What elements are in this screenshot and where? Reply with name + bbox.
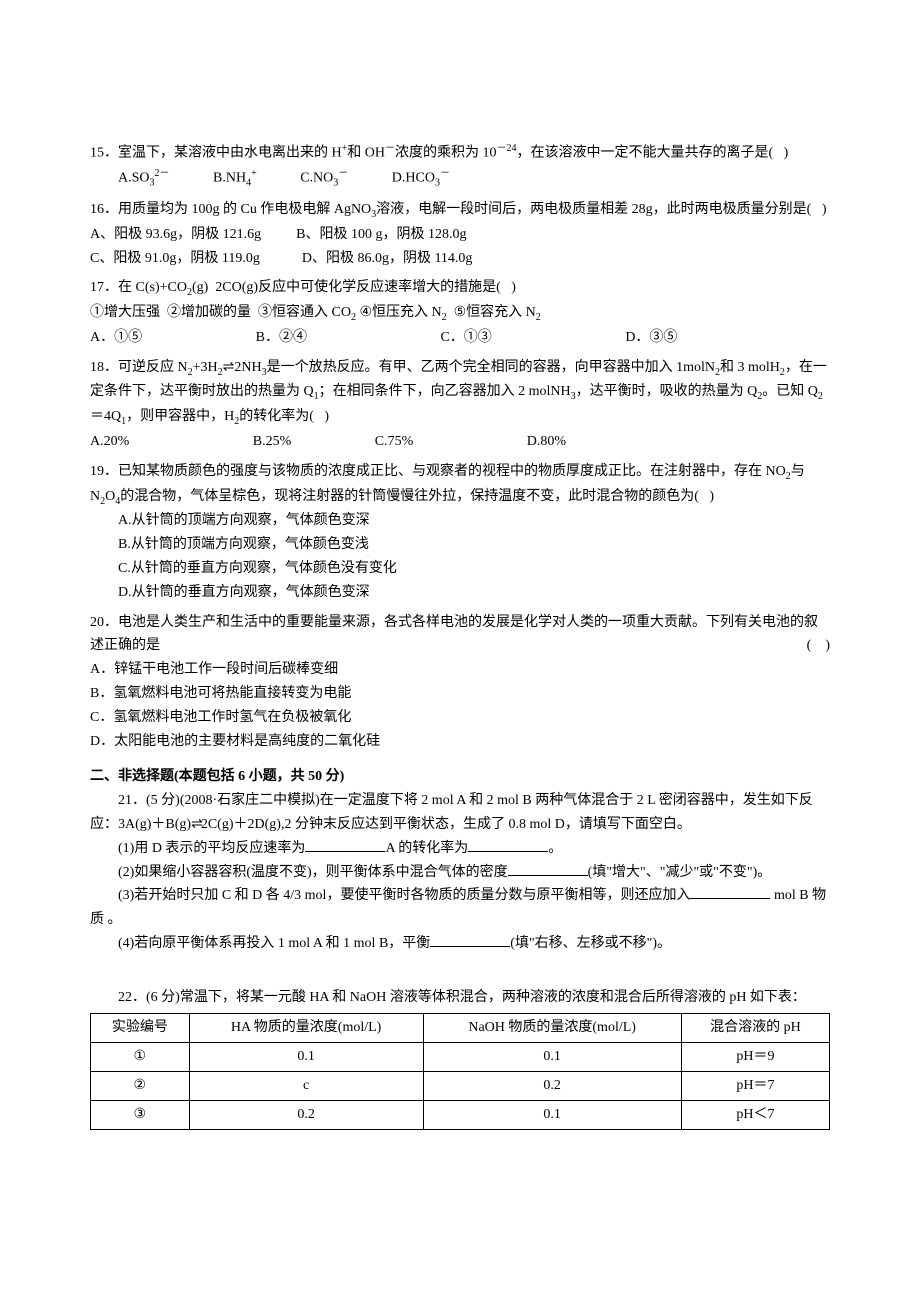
q17-opt-a[interactable]: A．①⑤: [90, 326, 142, 350]
question-20: 20．电池是人类生产和生活中的重要能量来源，各式各样电池的发展是化学对人类的一项…: [90, 611, 830, 754]
table-row: ① 0.1 0.1 pH＝9: [91, 1043, 830, 1072]
table-cell: pH＝7: [681, 1072, 829, 1101]
table-cell: ③: [91, 1100, 190, 1129]
q17-opt-c[interactable]: C．①③: [440, 326, 491, 350]
q15-opt-b[interactable]: B.NH4+: [213, 165, 257, 191]
blank-input[interactable]: [305, 837, 385, 852]
q21-p1-text-b: A 的转化率为: [385, 841, 468, 856]
q22-table: 实验编号 HA 物质的量浓度(mol/L) NaOH 物质的量浓度(mol/L)…: [90, 1013, 830, 1129]
q20-opt-b[interactable]: B．氢氧燃料电池可将热能直接转变为电能: [90, 682, 830, 706]
table-cell: 0.1: [423, 1043, 681, 1072]
q16-opt-a[interactable]: A、阳极 93.6g，阴极 121.6g: [90, 227, 261, 242]
question-22: 22．(6 分)常温下，将某一元酸 HA 和 NaOH 溶液等体积混合，两种溶液…: [90, 986, 830, 1130]
table-cell: pH＝9: [681, 1043, 829, 1072]
q21-part3: (3)若开始时只加 C 和 D 各 4/3 mol，要使平衡时各物质的质量分数与…: [90, 884, 830, 932]
q15-stem: 15．室温下，某溶液中由水电离出来的 H+和 OH－浓度的乘积为 10－24，在…: [90, 140, 830, 165]
section-2-title: 二、非选择题(本题包括 6 小题，共 50 分): [90, 765, 830, 789]
table-cell: 0.1: [189, 1043, 423, 1072]
q15-opt-c[interactable]: C.NO3－: [300, 165, 348, 191]
q17-opt-d[interactable]: D．③⑤: [625, 326, 677, 350]
q21-p1-text-a: (1)用 D 表示的平均反应速率为: [118, 841, 305, 856]
q19-opt-b[interactable]: B.从针筒的顶端方向观察，气体颜色变浅: [118, 533, 830, 557]
col-header: NaOH 物质的量浓度(mol/L): [423, 1014, 681, 1043]
q15-opt-d[interactable]: D.HCO3－: [392, 165, 450, 191]
question-21: 21．(5 分)(2008·石家庄二中模拟)在一定温度下将 2 mol A 和 …: [90, 789, 830, 956]
q19-opt-d[interactable]: D.从针筒的垂直方向观察，气体颜色变深: [118, 581, 830, 605]
question-15: 15．室温下，某溶液中由水电离出来的 H+和 OH－浓度的乘积为 10－24，在…: [90, 140, 830, 192]
q21-p3-text-a: (3)若开始时只加 C 和 D 各 4/3 mol，要使平衡时各物质的质量分数与…: [118, 888, 690, 903]
q21-part2: (2)如果缩小容器容积(温度不变)，则平衡体系中混合气体的密度 (填"增大"、"减…: [90, 861, 830, 885]
q21-p1-text-c: 。: [548, 841, 562, 856]
q17-stem: 17．在 C(s)+CO2(g) 2CO(g)反应中可使化学反应速率增大的措施是…: [90, 276, 830, 301]
q20-opt-c[interactable]: C．氢氧燃料电池工作时氢气在负极被氧化: [90, 706, 830, 730]
table-row: ③ 0.2 0.1 pH＜7: [91, 1100, 830, 1129]
q17-opt-b[interactable]: B．②④: [256, 326, 307, 350]
q18-stem: 18．可逆反应 N2+3H2⇌2NH3是一个放热反应。有甲、乙两个完全相同的容器…: [90, 356, 830, 430]
q20-stem-text: 20．电池是人类生产和生活中的重要能量来源，各式各样电池的发展是化学对人类的一项…: [90, 615, 818, 654]
table-header-row: 实验编号 HA 物质的量浓度(mol/L) NaOH 物质的量浓度(mol/L)…: [91, 1014, 830, 1043]
q21-part4: (4)若向原平衡体系再投入 1 mol A 和 1 mol B，平衡 (填"右移、…: [90, 932, 830, 956]
q16-opt-b[interactable]: B、阳极 100 g，阴极 128.0g: [296, 227, 466, 242]
blank-input[interactable]: [430, 932, 510, 947]
blank-input[interactable]: [468, 837, 548, 852]
q20-opt-d[interactable]: D．太阳能电池的主要材料是高纯度的二氧化硅: [90, 730, 830, 754]
equilibrium-arrow-icon: ⇌: [191, 817, 201, 832]
table-cell: 0.1: [423, 1100, 681, 1129]
q21-part1: (1)用 D 表示的平均反应速率为 A 的转化率为 。: [90, 837, 830, 861]
table-cell: 0.2: [423, 1072, 681, 1101]
blank-input[interactable]: [508, 861, 588, 876]
q18-opt-a[interactable]: A.20%: [90, 430, 129, 454]
table-cell: pH＜7: [681, 1100, 829, 1129]
table-cell: 0.2: [189, 1100, 423, 1129]
question-16: 16．用质量均为 100g 的 Cu 作电极电解 AgNO3溶液，电解一段时间后…: [90, 198, 830, 270]
q21-p4-text-a: (4)若向原平衡体系再投入 1 mol A 和 1 mol B，平衡: [118, 936, 430, 951]
q21-stem: 21．(5 分)(2008·石家庄二中模拟)在一定温度下将 2 mol A 和 …: [90, 789, 830, 837]
q21-p2-text-b: (填"增大"、"减少"或"不变")。: [588, 865, 772, 880]
q15-options: A.SO32－ B.NH4+ C.NO3－ D.HCO3－: [118, 165, 830, 191]
q16-options: A、阳极 93.6g，阴极 121.6g B、阳极 100 g，阴极 128.0…: [90, 223, 830, 271]
col-header: 实验编号: [91, 1014, 190, 1043]
question-17: 17．在 C(s)+CO2(g) 2CO(g)反应中可使化学反应速率增大的措施是…: [90, 276, 830, 349]
q21-stem-b: 2C(g)＋2D(g),2 分钟末反应达到平衡状态，生成了 0.8 mol D，…: [201, 817, 691, 832]
col-header: HA 物质的量浓度(mol/L): [189, 1014, 423, 1043]
q17-options: A．①⑤ B．②④ C．①③ D．③⑤: [90, 326, 830, 350]
table-cell: ②: [91, 1072, 190, 1101]
question-19: 19．已知某物质颜色的强度与该物质的浓度成正比、与观察者的视程中的物质厚度成正比…: [90, 460, 830, 605]
q17-conditions: ①增大压强 ②增加碳的量 ③恒容通入 CO2 ④恒压充入 N2 ⑤恒容充入 N2: [90, 301, 830, 326]
q18-options: A.20% B.25% C.75% D.80%: [90, 430, 830, 454]
q16-opt-d[interactable]: D、阳极 86.0g，阴极 114.0g: [302, 251, 473, 266]
table-cell: ①: [91, 1043, 190, 1072]
q18-opt-c[interactable]: C.75%: [375, 430, 414, 454]
q22-stem: 22．(6 分)常温下，将某一元酸 HA 和 NaOH 溶液等体积混合，两种溶液…: [90, 986, 830, 1010]
q19-opt-a[interactable]: A.从针筒的顶端方向观察，气体颜色变深: [118, 509, 830, 533]
q20-stem: 20．电池是人类生产和生活中的重要能量来源，各式各样电池的发展是化学对人类的一项…: [90, 611, 830, 659]
q16-opt-c[interactable]: C、阳极 91.0g，阴极 119.0g: [90, 251, 260, 266]
q18-opt-b[interactable]: B.25%: [253, 430, 292, 454]
q21-p2-text-a: (2)如果缩小容器容积(温度不变)，则平衡体系中混合气体的密度: [118, 865, 508, 880]
q20-options: A．锌锰干电池工作一段时间后碳棒变细 B．氢氧燃料电池可将热能直接转变为电能 C…: [90, 658, 830, 753]
blank-input[interactable]: [690, 884, 770, 899]
q19-options: A.从针筒的顶端方向观察，气体颜色变深 B.从针筒的顶端方向观察，气体颜色变浅 …: [118, 509, 830, 604]
table-cell: c: [189, 1072, 423, 1101]
q19-stem: 19．已知某物质颜色的强度与该物质的浓度成正比、与观察者的视程中的物质厚度成正比…: [90, 460, 830, 510]
q18-opt-d[interactable]: D.80%: [527, 430, 566, 454]
question-18: 18．可逆反应 N2+3H2⇌2NH3是一个放热反应。有甲、乙两个完全相同的容器…: [90, 356, 830, 454]
q21-p4-text-b: (填"右移、左移或不移")。: [510, 936, 671, 951]
q20-opt-a[interactable]: A．锌锰干电池工作一段时间后碳棒变细: [90, 658, 830, 682]
col-header: 混合溶液的 pH: [681, 1014, 829, 1043]
q19-opt-c[interactable]: C.从针筒的垂直方向观察，气体颜色没有变化: [118, 557, 830, 581]
q16-stem: 16．用质量均为 100g 的 Cu 作电极电解 AgNO3溶液，电解一段时间后…: [90, 198, 830, 223]
table-row: ② c 0.2 pH＝7: [91, 1072, 830, 1101]
q15-opt-a[interactable]: A.SO32－: [118, 165, 170, 191]
